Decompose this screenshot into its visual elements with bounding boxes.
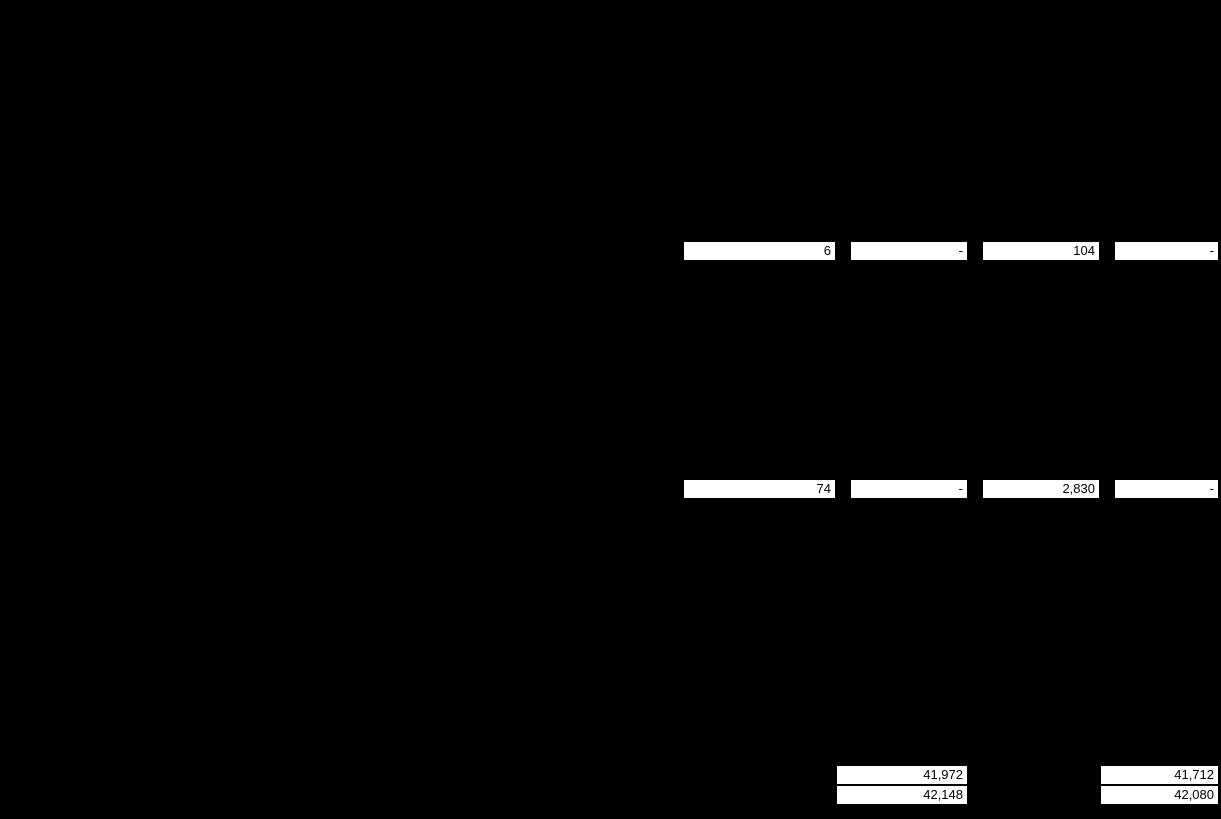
cell-b4: - [1115,480,1218,498]
cell-a2: - [851,242,967,260]
cell-a4: - [1115,242,1218,260]
cell-c1: 41,972 [837,766,967,784]
cell-b1: 74 [684,480,835,498]
cell-b2: - [851,480,967,498]
financial-table-fragment: { "layout": { "canvas": { "width": 1221,… [0,0,1221,819]
cell-c2: 41,712 [1101,766,1218,784]
cell-a3: 104 [983,242,1099,260]
cell-a1: 6 [684,242,835,260]
cell-b3: 2,830 [983,480,1099,498]
cell-d2: 42,080 [1101,786,1218,804]
cell-d1: 42,148 [837,786,967,804]
